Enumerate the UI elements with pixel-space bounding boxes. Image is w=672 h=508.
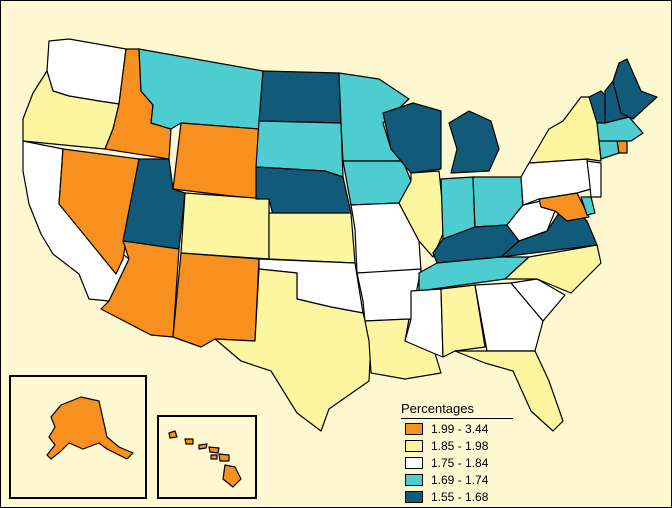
legend-swatch [405, 422, 423, 435]
state-north-dakota[interactable] [258, 70, 342, 124]
state-nevada[interactable] [58, 148, 140, 275]
state-new-mexico[interactable] [172, 252, 260, 348]
legend-swatch [405, 439, 423, 452]
state-wisconsin[interactable] [382, 102, 442, 174]
state-illinois[interactable] [398, 170, 446, 258]
legend-label: 1.55 - 1.68 [431, 489, 489, 504]
state-wyoming[interactable] [172, 122, 260, 200]
hawaii-inset [157, 415, 257, 499]
state-maine[interactable] [612, 58, 658, 120]
state-hawaii[interactable] [168, 430, 242, 488]
state-new-jersey[interactable] [586, 160, 602, 198]
legend-label: 1.99 - 3.44 [431, 421, 489, 436]
state-georgia[interactable] [474, 282, 544, 352]
state-florida[interactable] [454, 350, 564, 432]
legend-item: 1.55 - 1.68 [401, 489, 513, 504]
state-colorado[interactable] [180, 192, 270, 260]
legend-swatch [405, 473, 423, 486]
state-michigan[interactable] [448, 110, 500, 174]
legend-item: 1.69 - 1.74 [401, 472, 513, 487]
legend-swatch [405, 456, 423, 469]
state-arizona[interactable] [100, 240, 180, 338]
state-texas[interactable] [214, 268, 372, 432]
state-kansas[interactable] [268, 212, 356, 264]
state-south-carolina[interactable] [510, 278, 566, 322]
state-iowa[interactable] [342, 160, 412, 206]
legend-item: 1.99 - 3.44 [401, 421, 513, 436]
legend-label: 1.69 - 1.74 [431, 472, 489, 487]
alaska-inset [9, 375, 147, 499]
state-alaska[interactable] [46, 396, 134, 460]
legend-item: 1.75 - 1.84 [401, 455, 513, 470]
state-north-carolina[interactable] [504, 244, 602, 294]
state-delaware[interactable] [580, 196, 596, 216]
state-rhode-island[interactable] [616, 140, 628, 154]
legend-label: 1.75 - 1.84 [431, 455, 489, 470]
state-alabama[interactable] [440, 284, 486, 358]
state-montana[interactable] [138, 48, 264, 130]
legend-title: Percentages [401, 401, 513, 419]
legend-label: 1.85 - 1.98 [431, 438, 489, 453]
legend-item: 1.85 - 1.98 [401, 438, 513, 453]
legend: Percentages 1.99 - 3.44 1.85 - 1.98 1.75… [401, 401, 513, 504]
state-louisiana[interactable] [364, 318, 442, 380]
state-new-york[interactable] [528, 96, 602, 164]
hawaii-map [168, 430, 242, 488]
alaska-map [46, 396, 134, 460]
state-connecticut[interactable] [598, 138, 620, 160]
legend-swatch [405, 490, 423, 503]
